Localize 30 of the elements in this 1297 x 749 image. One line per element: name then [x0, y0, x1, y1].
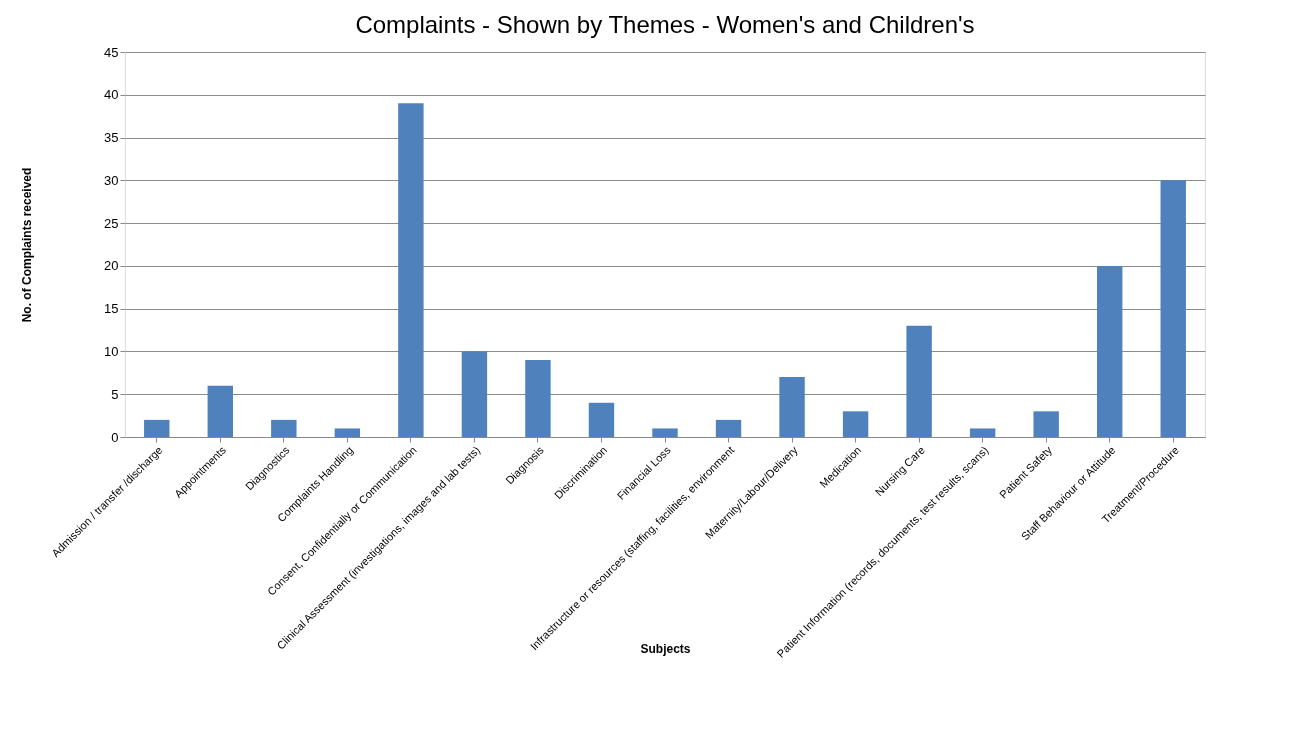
bar [588, 402, 615, 437]
y-tick-label: 5 [111, 386, 119, 402]
bar [969, 428, 996, 437]
bar [461, 351, 488, 437]
bar [525, 360, 551, 437]
bar [906, 325, 932, 437]
bar [1160, 180, 1186, 437]
bar [652, 428, 678, 437]
y-tick-label: 10 [104, 343, 119, 359]
bar [779, 377, 805, 437]
y-tick-label: 15 [104, 301, 119, 317]
x-axis-title: Subjects [640, 641, 691, 656]
y-tick-label: 40 [104, 87, 119, 103]
y-axis-title: No. of Complaints received [20, 167, 35, 323]
bar [334, 428, 361, 437]
bar [144, 419, 170, 437]
bar [207, 385, 233, 437]
y-tick-label: 30 [104, 172, 119, 188]
bar [1033, 411, 1059, 437]
bar [271, 419, 297, 437]
y-tick-label: 35 [104, 130, 119, 146]
bar [398, 103, 424, 437]
y-tick-label: 20 [104, 258, 119, 274]
chart-title: Complaints - Shown by Themes - Women's and Children's [355, 11, 975, 38]
y-tick-label: 0 [111, 429, 119, 445]
y-tick-label: 25 [104, 215, 119, 231]
bar [1097, 265, 1123, 437]
bar [842, 411, 869, 437]
y-tick-label: 45 [104, 44, 119, 60]
bar [715, 419, 742, 437]
